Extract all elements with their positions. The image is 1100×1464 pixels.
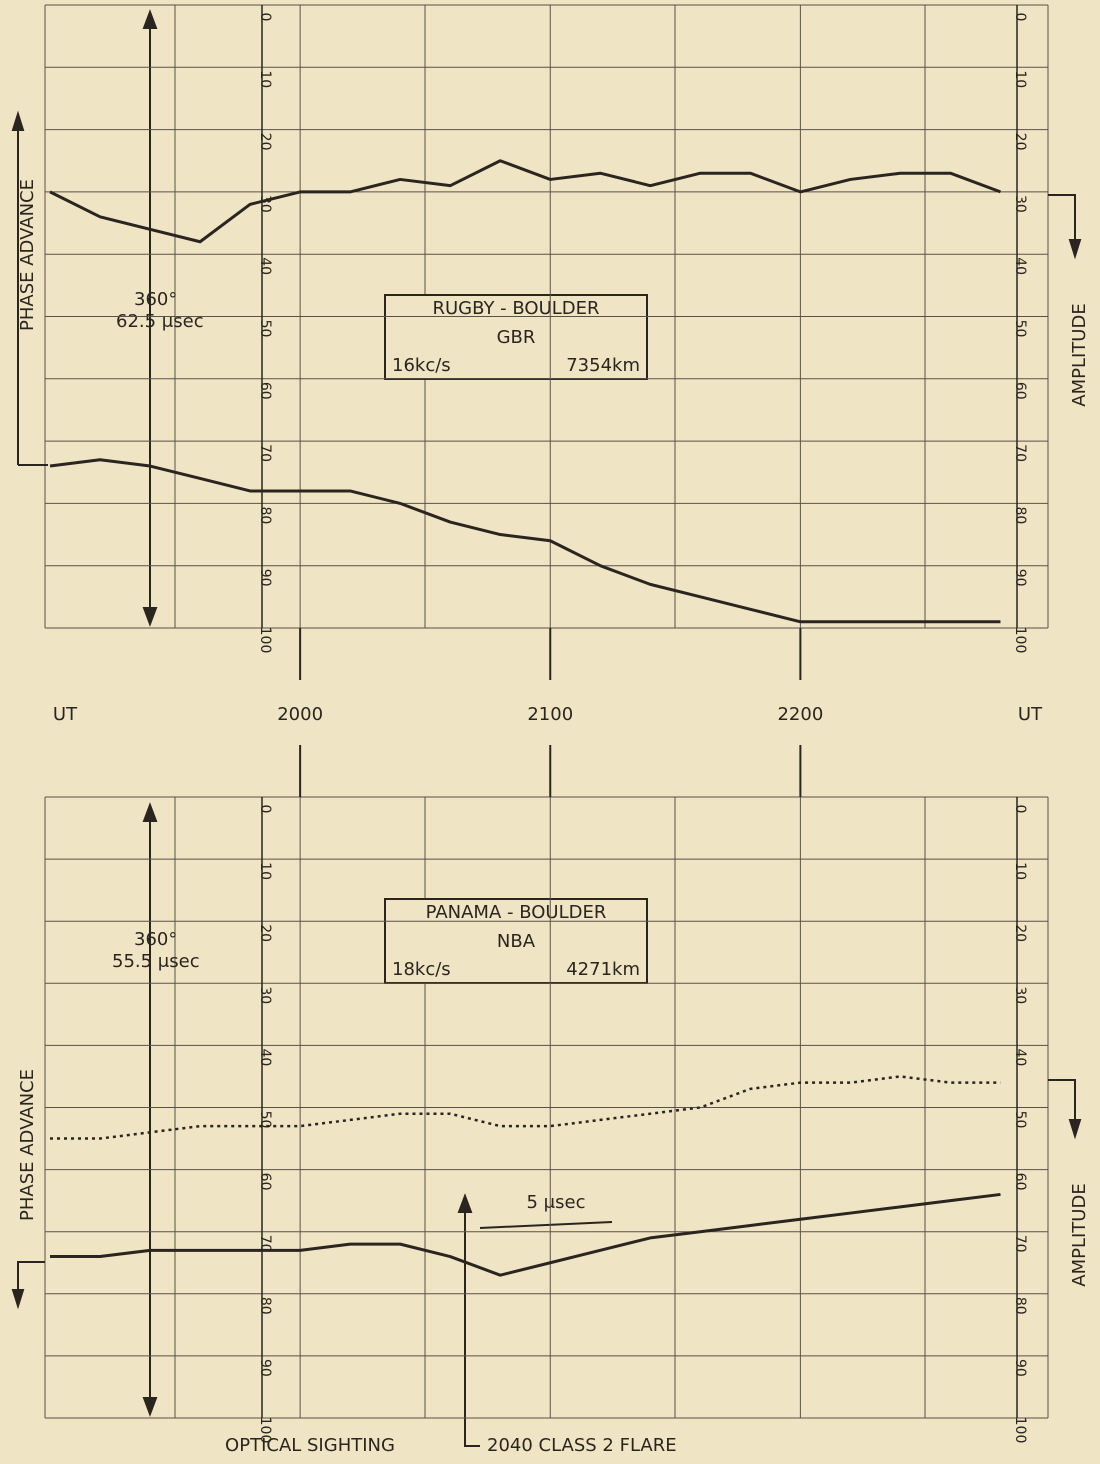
scale-degrees: 360° [134,929,177,950]
y-tick-label: 90 [257,1359,273,1377]
y-tick-label: 70 [1012,1235,1028,1253]
x-axis-label: UT [53,704,78,725]
chart: 360° 62.5 μsec RUGBY - BOULDER GBR 16kc/… [0,0,1100,1464]
frequency: 18kc/s [392,959,451,980]
x-tick-label: 2100 [527,704,573,725]
x-tick-label: 2000 [277,704,323,725]
x-tick-label: 2200 [777,704,823,725]
y-tick-label: 100 [257,627,273,654]
y-tick-label: 40 [1012,257,1028,275]
scale-note: 5 μsec [527,1192,586,1213]
station-call: GBR [497,327,536,348]
y-tick-label: 10 [257,862,273,880]
distance: 7354km [566,355,640,376]
y-tick-label: 0 [1012,13,1028,22]
y-tick-label: 60 [1012,1173,1028,1191]
y-tick-label: 20 [257,924,273,942]
station-path: PANAMA - BOULDER [426,902,607,923]
y-tick-label: 100 [1012,627,1028,654]
y-tick-label: 0 [257,13,273,22]
y-tick-label: 50 [257,320,273,338]
y-tick-label: 90 [1012,569,1028,587]
scale-time: 62.5 μsec [116,311,204,332]
y-tick-label: 50 [1012,1111,1028,1129]
scale-time: 55.5 μsec [112,951,200,972]
y-tick-label: 40 [257,1048,273,1066]
y2-axis-label: AMPLITUDE [1069,1183,1090,1286]
y-tick-label: 10 [257,70,273,88]
y-tick-label: 10 [1012,862,1028,880]
y-axis-label: PHASE ADVANCE [17,1069,38,1221]
y-tick-label: 70 [1012,444,1028,462]
y-tick-label: 40 [257,257,273,275]
x-axis-label: UT [1018,704,1043,725]
frequency: 16kc/s [392,355,451,376]
distance: 4271km [566,959,640,980]
y-tick-label: 20 [1012,133,1028,151]
y-tick-label: 60 [257,382,273,400]
y-tick-label: 30 [257,986,273,1004]
y2-axis-label: AMPLITUDE [1069,303,1090,406]
station-path: RUGBY - BOULDER [432,298,599,319]
y-tick-label: 90 [257,569,273,587]
station-call: NBA [497,931,536,952]
y-tick-label: 0 [1012,805,1028,814]
y-tick-label: 50 [1012,320,1028,338]
y-tick-label: 10 [1012,70,1028,88]
y-tick-label: 80 [1012,1297,1028,1315]
scale-degrees: 360° [134,289,177,310]
y-tick-label: 90 [1012,1359,1028,1377]
y-tick-label: 100 [257,1417,273,1444]
y-tick-label: 70 [257,444,273,462]
y-tick-label: 30 [1012,195,1028,213]
event-label: 2040 CLASS 2 FLARE [487,1435,677,1456]
y-tick-label: 30 [257,195,273,213]
y-tick-label: 20 [1012,924,1028,942]
y-tick-label: 100 [1012,1417,1028,1444]
y-tick-label: 80 [257,1297,273,1315]
y-axis-label: PHASE ADVANCE [17,179,38,331]
y-tick-label: 60 [257,1173,273,1191]
y-tick-label: 20 [257,133,273,151]
y-tick-label: 60 [1012,382,1028,400]
y-tick-label: 0 [257,805,273,814]
y-tick-label: 80 [257,506,273,524]
y-tick-label: 30 [1012,986,1028,1004]
event-label: OPTICAL SIGHTING [225,1435,395,1456]
y-tick-label: 80 [1012,506,1028,524]
y-tick-label: 40 [1012,1048,1028,1066]
